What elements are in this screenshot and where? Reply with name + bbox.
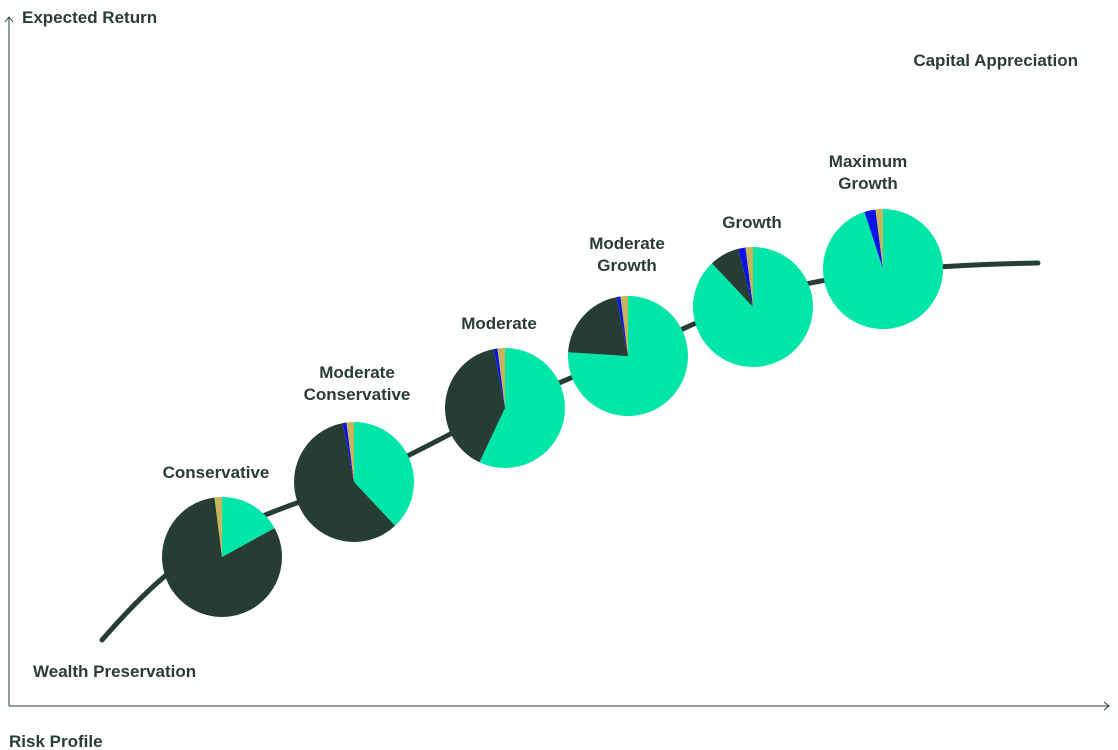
pie-slice — [222, 497, 275, 557]
pie-slice — [346, 422, 354, 482]
pie-slice — [864, 209, 883, 269]
pie-group — [162, 209, 943, 617]
pie-slice — [493, 348, 505, 408]
x-axis-title: Risk Profile — [9, 732, 103, 750]
x-axis-arrow-icon — [1103, 701, 1110, 711]
pie-slice — [162, 497, 282, 617]
pie-slice — [738, 247, 753, 307]
pie-slice — [616, 296, 628, 356]
axes — [4, 16, 1110, 711]
pie-label-group: Conservative Moderate Conservative Moderate… — [163, 152, 908, 482]
pie-moderate-conservative — [293, 422, 414, 542]
pie-slice — [497, 348, 505, 408]
pie-label-conservative: Conservative — [163, 463, 270, 482]
pie-label-moderate-growth: Moderate Growth — [589, 234, 665, 275]
pie-label-maximum-growth: Maximum Growth — [829, 152, 907, 193]
y-axis-title: Expected Return — [22, 8, 157, 27]
pie-label-moderate-conservative: Moderate Conservative — [304, 363, 411, 404]
pie-slice — [445, 349, 505, 463]
capital-appreciation-label: Capital Appreciation — [913, 51, 1078, 70]
pie-slice — [711, 248, 753, 307]
pie-slice — [745, 247, 753, 307]
pie-maximum-growth — [823, 209, 943, 330]
pie-slice — [568, 297, 628, 356]
pie-label-growth: Growth — [722, 213, 782, 232]
wealth-preservation-label: Wealth Preservation — [33, 662, 196, 681]
pie-conservative — [162, 497, 282, 617]
pie-moderate — [445, 348, 566, 468]
pie-slice — [620, 296, 628, 356]
pie-slice — [293, 423, 396, 542]
pie-slice — [214, 497, 222, 557]
pie-slice — [479, 348, 566, 468]
pie-slice — [875, 209, 883, 269]
pie-slice — [342, 422, 354, 482]
pie-moderate-growth — [568, 296, 688, 416]
pie-label-moderate: Moderate — [461, 314, 537, 333]
pie-growth — [693, 247, 814, 367]
y-axis-arrow-icon — [4, 16, 14, 23]
pie-slice — [354, 422, 414, 526]
